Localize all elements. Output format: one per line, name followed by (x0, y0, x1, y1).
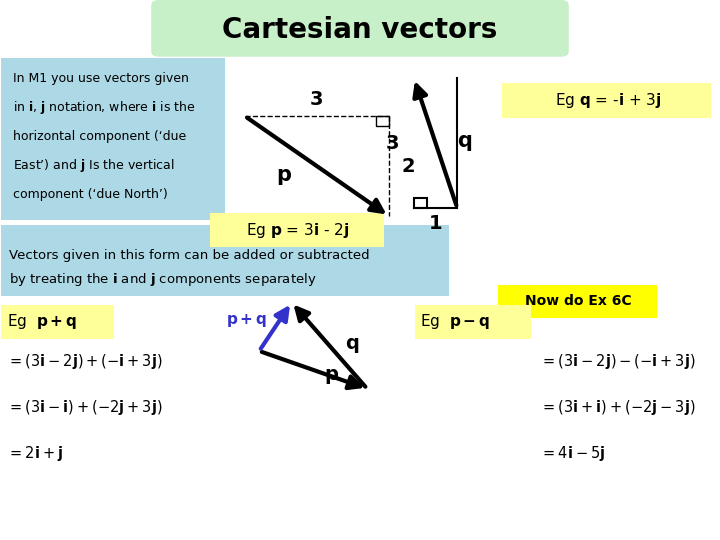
Text: $=(3\mathbf{i}+\mathbf{i})+(-2\mathbf{j}-3\mathbf{j})$: $=(3\mathbf{i}+\mathbf{i})+(-2\mathbf{j}… (540, 398, 696, 417)
Text: $=(3\mathbf{i}-\mathbf{i})+(-2\mathbf{j}+3\mathbf{j})$: $=(3\mathbf{i}-\mathbf{i})+(-2\mathbf{j}… (7, 398, 163, 417)
Text: $=4\mathbf{i}-5\mathbf{j}$: $=4\mathbf{i}-5\mathbf{j}$ (540, 444, 606, 463)
FancyBboxPatch shape (151, 0, 569, 57)
Text: component (‘due North’): component (‘due North’) (13, 188, 168, 201)
Text: $\mathbf{p+q}$: $\mathbf{p+q}$ (226, 312, 267, 329)
FancyBboxPatch shape (1, 305, 114, 339)
Bar (376, 116, 389, 126)
Text: in $\mathbf{i}$, $\mathbf{j}$ notation, where $\mathbf{i}$ is the: in $\mathbf{i}$, $\mathbf{j}$ notation, … (13, 99, 196, 116)
FancyBboxPatch shape (210, 213, 384, 247)
Text: Eg  $\mathbf{p-q}$: Eg $\mathbf{p-q}$ (420, 312, 490, 332)
FancyBboxPatch shape (1, 225, 449, 296)
Bar (414, 198, 427, 208)
Text: In M1 you use vectors given: In M1 you use vectors given (13, 72, 189, 85)
Text: East’) and $\mathbf{j}$ Is the vertical: East’) and $\mathbf{j}$ Is the vertical (13, 157, 175, 174)
FancyBboxPatch shape (502, 83, 711, 118)
Text: $\mathbf{q}$: $\mathbf{q}$ (346, 336, 359, 355)
Text: Cartesian vectors: Cartesian vectors (222, 16, 498, 44)
Text: Now do Ex 6C: Now do Ex 6C (525, 294, 631, 308)
Text: 1: 1 (429, 213, 442, 233)
Text: Vectors given in this form can be added or subtracted: Vectors given in this form can be added … (9, 249, 369, 262)
Text: Eg $\mathbf{p}$ = 3$\mathbf{i}$ - 2$\mathbf{j}$: Eg $\mathbf{p}$ = 3$\mathbf{i}$ - 2$\mat… (246, 220, 349, 240)
Text: 2: 2 (402, 157, 415, 176)
Text: $=(3\mathbf{i}-2\mathbf{j})-(-\mathbf{i}+3\mathbf{j})$: $=(3\mathbf{i}-2\mathbf{j})-(-\mathbf{i}… (540, 352, 696, 372)
FancyBboxPatch shape (1, 58, 225, 220)
Text: $\mathbf{p}$: $\mathbf{p}$ (276, 167, 292, 187)
Text: $\mathbf{q}$: $\mathbf{q}$ (456, 133, 472, 153)
Text: 3: 3 (386, 133, 399, 153)
Text: $\mathbf{p}$: $\mathbf{p}$ (324, 367, 338, 386)
Text: $=(3\mathbf{i}-2\mathbf{j})+(-\mathbf{i}+3\mathbf{j})$: $=(3\mathbf{i}-2\mathbf{j})+(-\mathbf{i}… (7, 352, 163, 372)
Text: horizontal component (‘due: horizontal component (‘due (13, 130, 186, 143)
FancyBboxPatch shape (498, 285, 657, 318)
Text: $=2\mathbf{i}+\mathbf{j}$: $=2\mathbf{i}+\mathbf{j}$ (7, 444, 63, 463)
Text: Eg $\mathbf{q}$ = -$\mathbf{i}$ + 3$\mathbf{j}$: Eg $\mathbf{q}$ = -$\mathbf{i}$ + 3$\mat… (555, 91, 662, 110)
FancyBboxPatch shape (415, 305, 531, 339)
Text: 3: 3 (310, 90, 323, 110)
Text: Eg  $\mathbf{p+q}$: Eg $\mathbf{p+q}$ (7, 312, 77, 332)
Text: by treating the $\mathbf{i}$ and $\mathbf{j}$ components separately: by treating the $\mathbf{i}$ and $\mathb… (9, 271, 316, 288)
